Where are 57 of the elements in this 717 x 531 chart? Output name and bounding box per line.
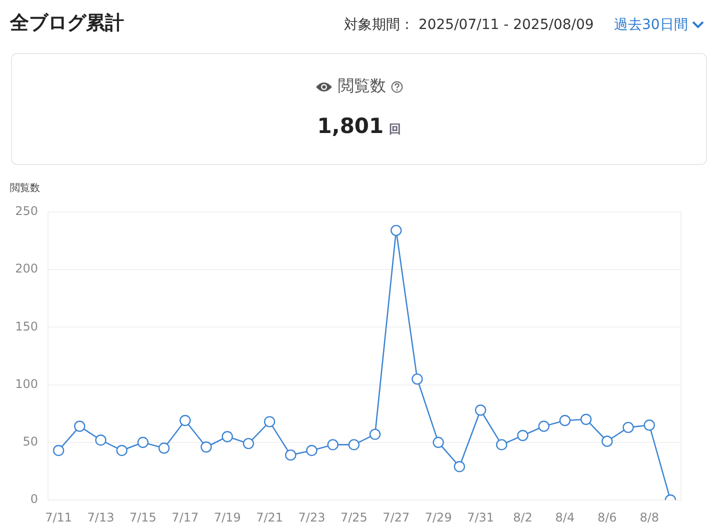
point bbox=[432, 436, 444, 448]
y-tick-label: 200 bbox=[15, 262, 38, 276]
point bbox=[264, 416, 276, 428]
point bbox=[52, 444, 64, 456]
chart-title: 全ブログ累計 bbox=[10, 11, 124, 36]
point bbox=[412, 373, 423, 385]
point bbox=[369, 428, 381, 440]
x-tick-label: 8/6 bbox=[597, 510, 617, 524]
point bbox=[327, 439, 338, 450]
x-tick-label: 7/19 bbox=[214, 510, 241, 524]
x-tick-label: 7/27 bbox=[382, 510, 410, 524]
x-tick-label: 7/29 bbox=[424, 510, 452, 524]
point bbox=[390, 224, 402, 236]
point bbox=[517, 430, 528, 442]
x-tick-label: 7/21 bbox=[256, 510, 284, 524]
y-tick-label: 0 bbox=[30, 492, 38, 506]
x-tick-label: 7/23 bbox=[298, 510, 326, 524]
point bbox=[242, 438, 254, 450]
point bbox=[137, 436, 149, 448]
point bbox=[622, 422, 634, 434]
x-tick-label: 7/15 bbox=[129, 510, 156, 524]
point bbox=[180, 414, 191, 426]
point bbox=[474, 404, 486, 416]
point bbox=[559, 414, 571, 426]
x-tick-label: 7/13 bbox=[87, 510, 114, 524]
point bbox=[454, 460, 466, 472]
text: 過去30日間 bbox=[614, 17, 688, 33]
x-tick-label: 7/11 bbox=[45, 510, 72, 524]
text: 対象期間： 2025/07/11 - 2025/08/09 bbox=[344, 16, 594, 34]
x-tick-label: 8/8 bbox=[640, 510, 660, 524]
point bbox=[285, 449, 296, 461]
x-tick-label: 7/25 bbox=[340, 510, 368, 524]
point bbox=[158, 442, 170, 454]
point bbox=[74, 420, 86, 432]
point bbox=[348, 439, 360, 450]
point bbox=[222, 431, 233, 442]
y-axis-title: 閲覧数 bbox=[10, 182, 40, 195]
x-tick-label: 7/31 bbox=[467, 510, 494, 524]
point bbox=[116, 444, 128, 456]
point bbox=[496, 439, 508, 450]
x-tick-label: 8/4 bbox=[555, 510, 575, 524]
point bbox=[306, 444, 318, 456]
point bbox=[538, 420, 550, 432]
point bbox=[602, 436, 613, 447]
y-tick-label: 100 bbox=[15, 376, 38, 391]
point bbox=[95, 434, 106, 446]
y-tick-label: 150 bbox=[15, 319, 38, 334]
point bbox=[200, 441, 212, 453]
text: 1,801 bbox=[317, 114, 384, 138]
text: 回 bbox=[388, 122, 401, 136]
x-tick-label: 7/17 bbox=[172, 510, 199, 524]
y-tick-label: 250 bbox=[15, 204, 38, 218]
point bbox=[644, 420, 655, 431]
chart-subtitle: 閲覧数 bbox=[338, 76, 386, 95]
point bbox=[580, 414, 592, 425]
y-tick-label: 50 bbox=[22, 434, 38, 449]
x-tick-label: 8/2 bbox=[513, 510, 532, 524]
